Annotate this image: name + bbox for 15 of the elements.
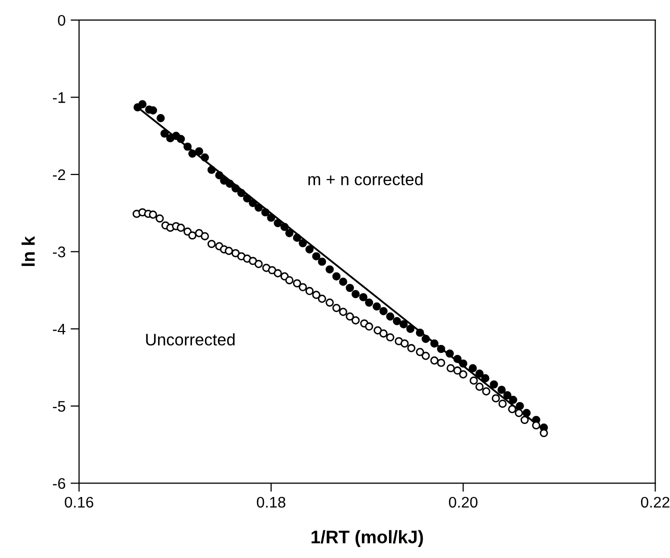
- y-tick-label: -4: [52, 324, 66, 334]
- y-tick-label: -3: [52, 246, 66, 258]
- annotation: m + n corrected: [308, 173, 422, 186]
- x-tick-label: 0.16: [64, 496, 94, 508]
- y-tick-label: -6: [52, 478, 66, 489]
- annotation: Uncorrected: [146, 333, 235, 346]
- x-tick-label: 0.18: [256, 496, 286, 508]
- y-tick-label: -1: [52, 92, 66, 103]
- x-tick-label: 0.22: [640, 496, 670, 508]
- y-tick-label: 0: [58, 14, 66, 26]
- y-axis-title: ln k: [22, 236, 35, 266]
- x-axis-title: 1/RT (mol/kJ): [312, 530, 423, 547]
- x-tick-label: 0.20: [448, 496, 478, 508]
- y-tick-label: -2: [52, 169, 66, 180]
- y-tick-label: -5: [52, 401, 66, 412]
